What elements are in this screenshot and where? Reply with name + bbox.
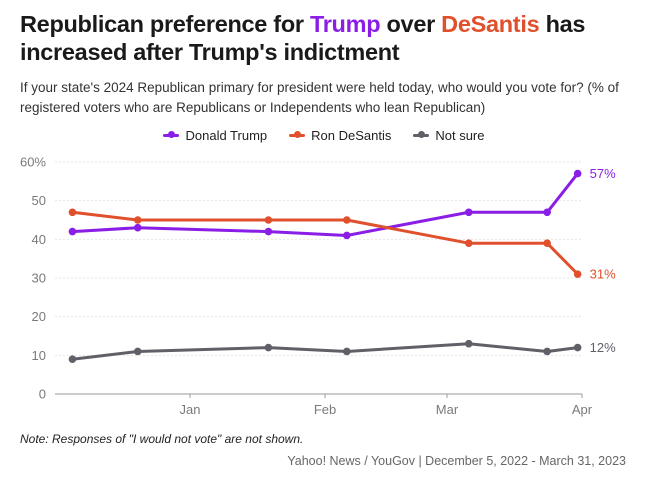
data-point bbox=[264, 227, 273, 236]
line-chart: 0 10 20 30 40 50 60% Jan Feb Mar Apr 57% 31% 12% bbox=[20, 155, 616, 418]
x-tick-label: Apr bbox=[572, 402, 593, 417]
legend-label-not-sure: Not sure bbox=[435, 127, 485, 143]
series-line-1 bbox=[70, 210, 580, 276]
data-point bbox=[543, 347, 551, 356]
series-line-0 bbox=[70, 172, 580, 237]
y-tick-label: 20 bbox=[32, 309, 46, 324]
data-point bbox=[573, 343, 582, 352]
chart-note: Note: Responses of "I would not vote" ar… bbox=[20, 432, 304, 446]
data-point bbox=[68, 355, 77, 363]
data-point bbox=[264, 216, 273, 224]
data-point bbox=[543, 208, 551, 217]
data-point bbox=[133, 216, 142, 224]
data-point bbox=[343, 347, 351, 356]
y-tick-label: 10 bbox=[32, 348, 46, 363]
legend-item-trump: Donald Trump bbox=[163, 126, 267, 144]
legend-label-trump: Donald Trump bbox=[185, 127, 268, 143]
x-tick-label: Jan bbox=[180, 402, 201, 417]
data-point bbox=[133, 347, 142, 356]
x-tick-label: Mar bbox=[436, 402, 459, 417]
data-point bbox=[343, 216, 351, 224]
data-point bbox=[343, 231, 351, 240]
title-part3: has increased after Trump's indictment bbox=[20, 11, 586, 65]
series-line-2 bbox=[70, 342, 580, 361]
end-value-label: 57% bbox=[590, 166, 616, 181]
legend-swatch-trump bbox=[163, 131, 180, 138]
data-point bbox=[573, 169, 582, 178]
legend-label-desantis: Ron DeSantis bbox=[311, 127, 392, 143]
chart-legend: Donald Trump Ron DeSantis Not sure bbox=[0, 126, 648, 144]
data-point bbox=[133, 223, 142, 232]
chart-title: Republican preference for Trump over DeS… bbox=[20, 10, 632, 66]
data-point bbox=[573, 270, 582, 278]
y-tick-label: 60% bbox=[20, 155, 46, 170]
title-part2: over bbox=[380, 11, 442, 37]
data-point bbox=[464, 208, 473, 217]
legend-item-desantis: Ron DeSantis bbox=[289, 126, 391, 144]
data-point bbox=[543, 239, 551, 247]
title-desantis: DeSantis bbox=[441, 11, 540, 37]
title-part1: Republican preference for bbox=[20, 11, 310, 37]
data-point bbox=[264, 343, 273, 352]
legend-swatch-not-sure bbox=[413, 131, 430, 138]
legend-item-not-sure: Not sure bbox=[413, 126, 485, 144]
end-value-label: 12% bbox=[590, 340, 616, 355]
end-value-label: 31% bbox=[590, 267, 616, 282]
x-tick-label: Feb bbox=[314, 402, 336, 417]
y-tick-label: 0 bbox=[39, 387, 46, 402]
data-point bbox=[68, 208, 77, 217]
data-point bbox=[68, 227, 77, 236]
title-trump: Trump bbox=[309, 11, 381, 37]
y-tick-label: 50 bbox=[32, 193, 46, 208]
data-point bbox=[464, 339, 473, 348]
y-tick-label: 30 bbox=[32, 271, 46, 286]
data-point bbox=[464, 239, 473, 247]
y-tick-label: 40 bbox=[32, 232, 46, 247]
legend-swatch-desantis bbox=[289, 131, 306, 138]
chart-subtitle: If your state's 2024 Republican primary … bbox=[20, 80, 619, 115]
chart-source: Yahoo! News / YouGov | December 5, 2022 … bbox=[287, 454, 626, 468]
